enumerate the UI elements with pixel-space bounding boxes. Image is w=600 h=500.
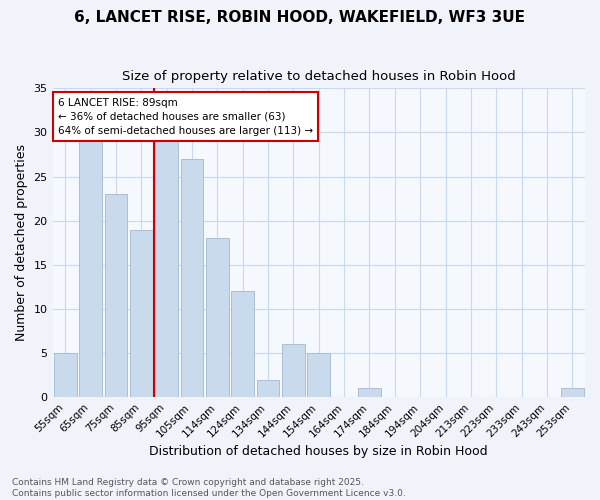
Bar <box>181 159 203 397</box>
Bar <box>79 142 102 397</box>
Bar <box>104 194 127 397</box>
Title: Size of property relative to detached houses in Robin Hood: Size of property relative to detached ho… <box>122 70 515 83</box>
Bar <box>155 142 178 397</box>
Y-axis label: Number of detached properties: Number of detached properties <box>15 144 28 342</box>
X-axis label: Distribution of detached houses by size in Robin Hood: Distribution of detached houses by size … <box>149 444 488 458</box>
Text: 6, LANCET RISE, ROBIN HOOD, WAKEFIELD, WF3 3UE: 6, LANCET RISE, ROBIN HOOD, WAKEFIELD, W… <box>74 10 526 25</box>
Bar <box>130 230 152 397</box>
Bar <box>561 388 584 397</box>
Bar <box>282 344 305 397</box>
Bar <box>358 388 381 397</box>
Bar <box>206 238 229 397</box>
Bar <box>54 353 77 397</box>
Text: 6 LANCET RISE: 89sqm
← 36% of detached houses are smaller (63)
64% of semi-detac: 6 LANCET RISE: 89sqm ← 36% of detached h… <box>58 98 313 136</box>
Text: Contains HM Land Registry data © Crown copyright and database right 2025.
Contai: Contains HM Land Registry data © Crown c… <box>12 478 406 498</box>
Bar <box>257 380 280 397</box>
Bar <box>231 292 254 397</box>
Bar <box>307 353 330 397</box>
